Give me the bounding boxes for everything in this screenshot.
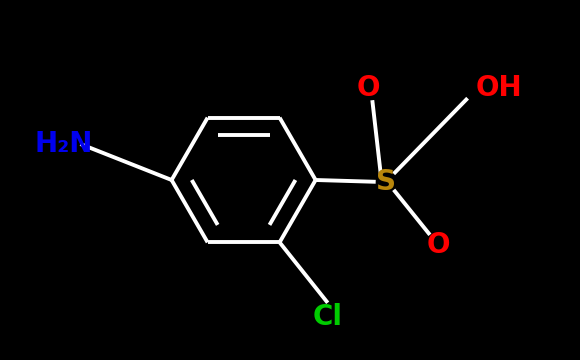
Text: O: O [357, 74, 380, 102]
Text: O: O [426, 231, 450, 259]
Text: H₂N: H₂N [35, 130, 93, 158]
Text: S: S [376, 168, 396, 196]
Text: Cl: Cl [313, 303, 343, 331]
Text: OH: OH [476, 74, 522, 102]
